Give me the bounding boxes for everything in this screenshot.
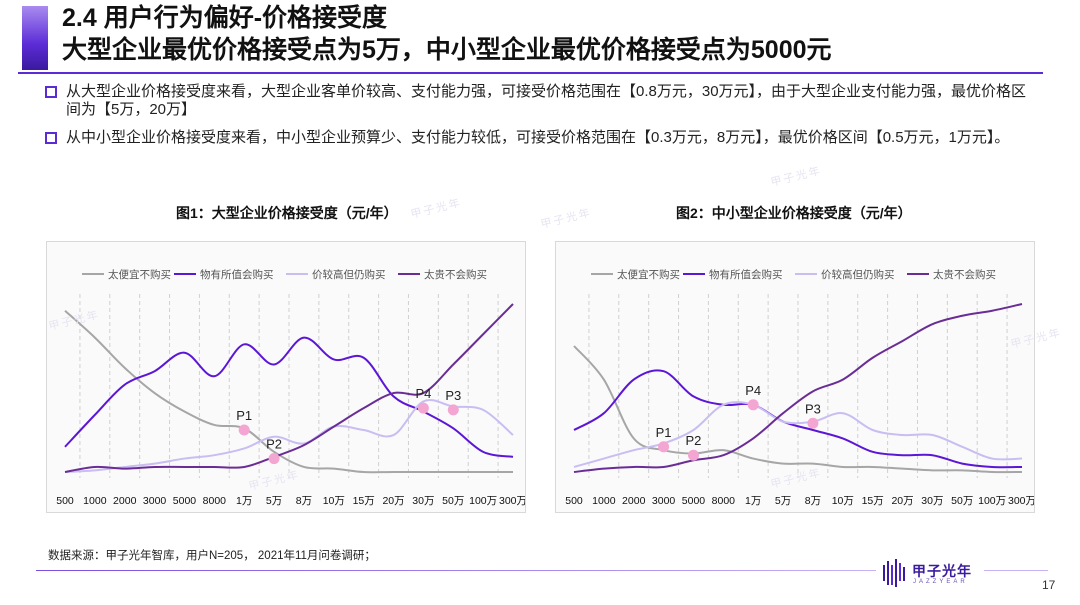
logo-subtext: JAZZYEAR bbox=[913, 579, 968, 585]
watermark: 甲子光年 bbox=[409, 196, 463, 222]
annotation-point bbox=[807, 417, 819, 429]
bullet-list: 从大型企业价格接受度来看，大型企业客单价较高、支付能力强，可接受价格范围在【0.… bbox=[44, 83, 1034, 157]
x-tick-label: 3000 bbox=[143, 495, 167, 507]
page-title: 2.4 用户行为偏好-价格接受度 大型企业最优价格接受点为5万，中小型企业最优价… bbox=[62, 2, 832, 66]
series-line bbox=[64, 303, 514, 473]
x-tick-label: 20万 bbox=[382, 495, 404, 507]
legend-label: 太贵不会购买 bbox=[424, 268, 487, 281]
annotation-point bbox=[447, 404, 459, 416]
series-line bbox=[64, 399, 514, 473]
footer-divider bbox=[984, 570, 1048, 571]
chart-1-title: 图1：大型企业价格接受度（元/年） bbox=[176, 205, 398, 221]
annotation-label: P2 bbox=[686, 433, 702, 448]
data-source-note: 数据来源：甲子光年智库，用户N=205， 2021年11月问卷调研； bbox=[48, 550, 376, 562]
chart-1-panel: 太便宜不购买 物有所值会购买 价较高但仍购买 太贵不会购买 P1 P2 P4 P3 500 100… bbox=[46, 241, 526, 513]
x-tick-label: 50万 bbox=[951, 495, 973, 507]
title-line-2: 大型企业最优价格接受点为5万，中小型企业最优价格接受点为5000元 bbox=[62, 36, 832, 64]
x-tick-label: 100万 bbox=[978, 495, 1006, 507]
annotation-label: P4 bbox=[415, 386, 431, 401]
bullet-item-large: 从大型企业价格接受度来看，大型企业客单价较高、支付能力强，可接受价格范围在【0.… bbox=[44, 83, 1034, 119]
x-tick-label: 10万 bbox=[832, 495, 854, 507]
legend-label: 太便宜不购买 bbox=[617, 268, 680, 281]
footer-divider bbox=[36, 570, 876, 571]
x-tick-label: 8000 bbox=[712, 495, 736, 507]
logo-bars-icon bbox=[883, 559, 905, 587]
x-tick-label: 8000 bbox=[203, 495, 227, 507]
chart-1-svg: 太便宜不购买 物有所值会购买 价较高但仍购买 太贵不会购买 P1 P2 P4 P3 500 100… bbox=[56, 268, 525, 507]
annotation-label: P4 bbox=[745, 383, 761, 398]
title-divider bbox=[18, 72, 1043, 74]
series-line bbox=[573, 401, 1023, 468]
bullet-item-small: 从中小型企业价格接受度来看，中小型企业预算少、支付能力较低，可接受价格范围在【0… bbox=[44, 129, 1034, 147]
bullet-square-icon bbox=[45, 86, 57, 98]
annotation-point bbox=[417, 402, 429, 414]
x-tick-label: 15万 bbox=[862, 495, 884, 507]
bullet-square-icon bbox=[45, 132, 57, 144]
x-tick-label: 8万 bbox=[805, 495, 821, 507]
watermark: 甲子光年 bbox=[769, 164, 823, 190]
x-tick-label: 5万 bbox=[775, 495, 791, 507]
x-tick-label: 500 bbox=[565, 495, 583, 507]
legend-label: 太便宜不购买 bbox=[108, 268, 171, 281]
legend-label: 价较高但仍购买 bbox=[312, 268, 386, 281]
x-tick-label: 30万 bbox=[921, 495, 943, 507]
bullet-text: 从中小型企业价格接受度来看，中小型企业预算少、支付能力较低，可接受价格范围在【0… bbox=[66, 129, 1010, 146]
annotation-label: P1 bbox=[656, 425, 672, 440]
series-line bbox=[573, 369, 1023, 469]
x-tick-label: 3000 bbox=[652, 495, 676, 507]
chart-2-svg: 太便宜不购买 物有所值会购买 价较高但仍购买 太贵不会购买 P1 P2 P4 P3 500 100… bbox=[565, 268, 1034, 507]
annotation-label: P1 bbox=[236, 408, 252, 423]
x-tick-label: 30万 bbox=[412, 495, 434, 507]
x-tick-label: 20万 bbox=[891, 495, 913, 507]
x-tick-label: 5000 bbox=[173, 495, 197, 507]
x-tick-label: 1万 bbox=[745, 495, 761, 507]
x-tick-label: 8万 bbox=[296, 495, 312, 507]
bullet-text: 从大型企业价格接受度来看，大型企业客单价较高、支付能力强，可接受价格范围在【0.… bbox=[66, 83, 1027, 118]
annotation-point bbox=[238, 424, 250, 436]
watermark: 甲子光年 bbox=[539, 206, 593, 232]
legend-label: 物有所值会购买 bbox=[709, 268, 783, 281]
legend-label: 太贵不会购买 bbox=[933, 268, 996, 281]
annotation-label: P3 bbox=[445, 388, 461, 403]
series-line bbox=[64, 336, 514, 458]
x-tick-label: 2000 bbox=[113, 495, 137, 507]
chart-2-panel: 太便宜不购买 物有所值会购买 价较高但仍购买 太贵不会购买 P1 P2 P4 P3 500 100… bbox=[555, 241, 1035, 513]
annotation-label: P3 bbox=[805, 401, 821, 416]
x-tick-label: 500 bbox=[56, 495, 74, 507]
x-tick-label: 2000 bbox=[622, 495, 646, 507]
annotation-point bbox=[747, 399, 759, 411]
x-tick-label: 10万 bbox=[323, 495, 345, 507]
annotation-point bbox=[268, 453, 280, 465]
x-tick-label: 15万 bbox=[353, 495, 375, 507]
x-tick-label: 50万 bbox=[442, 495, 464, 507]
x-tick-label: 300万 bbox=[499, 495, 525, 507]
legend-label: 物有所值会购买 bbox=[200, 268, 274, 281]
annotation-point bbox=[658, 441, 670, 453]
annotation-point bbox=[687, 449, 699, 461]
logo-name: 甲子光年 bbox=[912, 563, 972, 579]
title-accent-bar bbox=[22, 6, 48, 70]
title-line-1: 2.4 用户行为偏好-价格接受度 bbox=[62, 4, 388, 32]
brand-logo: 甲子光年 JAZZYEAR bbox=[882, 557, 982, 591]
chart-2-title: 图2：中小型企业价格接受度（元/年） bbox=[676, 205, 912, 221]
x-tick-label: 5000 bbox=[682, 495, 706, 507]
x-tick-label: 300万 bbox=[1008, 495, 1034, 507]
legend-label: 价较高但仍购买 bbox=[821, 268, 895, 281]
x-tick-label: 1万 bbox=[236, 495, 252, 507]
series-line bbox=[64, 309, 513, 474]
x-tick-label: 1000 bbox=[592, 495, 616, 507]
x-tick-label: 1000 bbox=[83, 495, 107, 507]
annotation-label: P2 bbox=[266, 437, 282, 452]
page-number: 17 bbox=[1042, 578, 1056, 592]
x-tick-label: 5万 bbox=[266, 495, 282, 507]
series-line bbox=[573, 303, 1023, 473]
x-tick-label: 100万 bbox=[469, 495, 497, 507]
